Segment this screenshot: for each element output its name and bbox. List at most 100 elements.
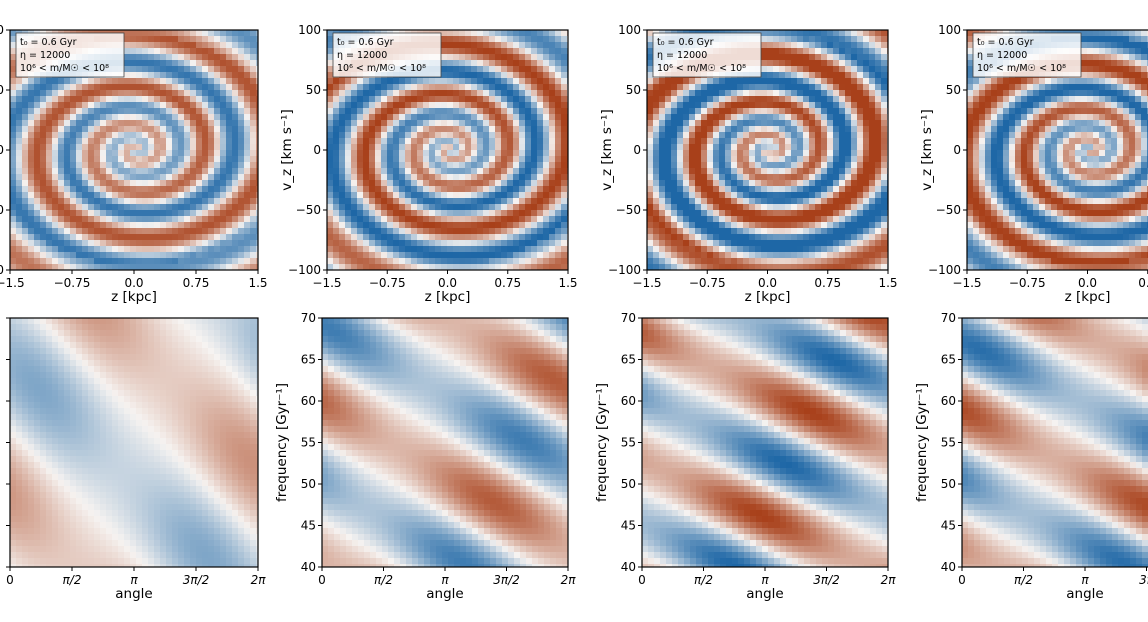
heatmap-cell <box>411 192 418 199</box>
heatmap-cell <box>833 132 840 139</box>
heatmap-cell <box>809 150 816 157</box>
heatmap-cell <box>459 126 466 133</box>
heatmap-cell <box>238 228 245 235</box>
heatmap-cell <box>513 168 520 175</box>
heatmap-cell <box>190 246 197 253</box>
heatmap-cell <box>683 162 690 169</box>
heatmap-cell <box>827 258 834 265</box>
heatmap-cell <box>713 258 720 265</box>
heatmap-cell <box>839 240 846 247</box>
heatmap-cell <box>761 150 768 157</box>
heatmap-cell <box>369 216 376 223</box>
heatmap-cell <box>154 78 161 85</box>
heatmap-cell <box>82 162 89 169</box>
heatmap-cell <box>797 252 804 259</box>
heatmap-cell <box>677 246 684 253</box>
heatmap-cell <box>465 156 472 163</box>
heatmap-cell <box>809 54 816 61</box>
heatmap-cell <box>513 42 520 49</box>
heatmap-cell <box>477 36 484 43</box>
heatmap-cell <box>160 78 167 85</box>
heatmap-cell <box>767 198 774 205</box>
heatmap-cell <box>429 180 436 187</box>
heatmap-cell <box>375 84 382 91</box>
heatmap-cell <box>94 84 101 91</box>
heatmap-cell <box>555 108 562 115</box>
heatmap-cell <box>160 54 167 61</box>
heatmap-cell <box>411 162 418 169</box>
heatmap-cell <box>851 246 858 253</box>
heatmap-cell <box>537 114 544 121</box>
heatmap-cell <box>671 96 678 103</box>
heatmap-cell <box>839 192 846 199</box>
heatmap-cell <box>561 78 568 85</box>
heatmap-cell <box>549 126 556 133</box>
heatmap-cell <box>851 102 858 109</box>
heatmap-cell <box>761 78 768 85</box>
heatmap-cell <box>459 144 466 151</box>
heatmap-cell <box>647 174 654 181</box>
heatmap-cell <box>519 144 526 151</box>
heatmap-cell <box>345 102 352 109</box>
heatmap-cell <box>845 246 852 253</box>
heatmap-cell <box>525 258 532 265</box>
heatmap-cell <box>411 186 418 193</box>
heatmap-cell <box>665 96 672 103</box>
heatmap-cell <box>797 186 804 193</box>
heatmap-cell <box>238 42 245 49</box>
heatmap-cell <box>519 90 526 97</box>
heatmap-cell <box>64 216 71 223</box>
heatmap-cell <box>471 126 478 133</box>
heatmap-cell <box>555 30 562 37</box>
heatmap-cell <box>106 84 113 91</box>
heatmap-cell <box>489 228 496 235</box>
heatmap-cell <box>250 210 257 217</box>
heatmap-cell <box>405 240 412 247</box>
heatmap-cell <box>34 192 41 199</box>
heatmap-cell <box>749 78 756 85</box>
heatmap-cell <box>196 210 203 217</box>
heatmap-cell <box>785 174 792 181</box>
heatmap-cell <box>154 234 161 241</box>
heatmap-cell <box>543 246 550 253</box>
heatmap-cell <box>483 96 490 103</box>
heatmap-cell <box>369 150 376 157</box>
heatmap-cell <box>88 186 95 193</box>
heatmap-cell <box>519 138 526 145</box>
heatmap-cell <box>851 216 858 223</box>
heatmap-cell <box>519 240 526 247</box>
heatmap-cell <box>142 126 149 133</box>
heatmap-cell <box>46 144 53 151</box>
heatmap-cell <box>525 210 532 217</box>
heatmap-cell <box>743 180 750 187</box>
heatmap-cell <box>531 72 538 79</box>
heatmap-cell <box>839 156 846 163</box>
heatmap-cell <box>76 162 83 169</box>
heatmap-cell <box>653 174 660 181</box>
heatmap-cell <box>749 186 756 193</box>
heatmap-cell <box>555 60 562 67</box>
heatmap-cell <box>659 234 666 241</box>
heatmap-cell <box>773 72 780 79</box>
heatmap-cell <box>537 198 544 205</box>
heatmap-cell <box>256 30 258 37</box>
heatmap-cell <box>707 198 714 205</box>
heatmap-cell <box>821 78 828 85</box>
heatmap-cell <box>671 150 678 157</box>
heatmap-cell <box>549 222 556 229</box>
heatmap-cell <box>405 126 412 133</box>
heatmap-cell <box>244 132 251 139</box>
heatmap-cell <box>160 192 167 199</box>
heatmap-cell <box>106 90 113 97</box>
heatmap-cell <box>845 216 852 223</box>
heatmap-cell <box>250 48 257 55</box>
heatmap-cell <box>190 114 197 121</box>
heatmap-cell <box>58 120 65 127</box>
heatmap-cell <box>537 252 544 259</box>
heatmap-cell <box>519 72 526 79</box>
heatmap-cell <box>124 174 131 181</box>
heatmap-cell <box>875 210 882 217</box>
heatmap-cell <box>363 222 370 229</box>
heatmap-cell <box>363 234 370 241</box>
heatmap-cell <box>196 60 203 67</box>
